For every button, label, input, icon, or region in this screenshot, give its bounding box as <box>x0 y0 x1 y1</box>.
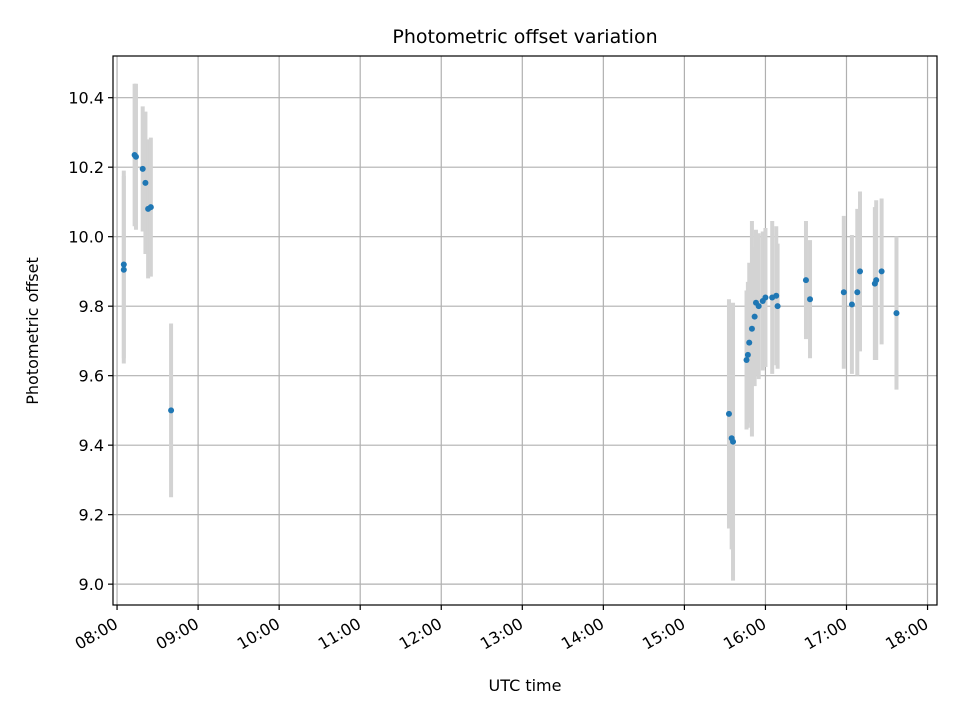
y-tick-label: 9.4 <box>79 436 104 455</box>
data-point <box>893 310 900 317</box>
data-point <box>857 268 864 275</box>
y-tick-label: 9.8 <box>79 297 104 316</box>
y-tick-label: 9.2 <box>79 506 104 525</box>
chart-title: Photometric offset variation <box>392 26 657 48</box>
data-point <box>139 165 146 172</box>
y-axis-ticks: 9.0 9.2 9.4 9.6 9.8 10.0 10.2 10.4 <box>68 89 113 594</box>
data-point <box>854 289 861 296</box>
y-tick-label: 10.2 <box>68 158 104 177</box>
data-point <box>751 313 758 320</box>
x-axis-label: UTC time <box>489 676 562 695</box>
plot-frame <box>112 55 938 606</box>
data-point <box>773 292 780 299</box>
data-point <box>730 438 737 445</box>
y-tick-label: 10.0 <box>68 228 104 247</box>
data-point <box>762 294 769 301</box>
data-point <box>755 303 762 310</box>
grid <box>113 56 937 605</box>
data-point <box>132 153 139 160</box>
data-point <box>142 179 149 186</box>
data-point <box>878 268 885 275</box>
data-point <box>748 325 755 332</box>
y-tick-label: 9.0 <box>79 575 104 594</box>
data-point <box>744 351 751 358</box>
data-point <box>873 277 880 284</box>
y-axis-label: Photometric offset <box>23 257 42 405</box>
data-point <box>840 289 847 296</box>
y-tick-label: 9.6 <box>79 367 104 386</box>
data-point <box>120 261 127 268</box>
data-point <box>774 303 781 310</box>
data-point <box>848 301 855 308</box>
data-point <box>168 407 175 414</box>
data-point <box>802 277 809 284</box>
data-point <box>120 266 127 273</box>
data-point <box>746 339 753 346</box>
data-points <box>120 152 900 445</box>
y-tick-label: 10.4 <box>68 89 104 108</box>
data-point <box>725 410 732 417</box>
data-point <box>147 204 154 211</box>
data-point <box>807 296 814 303</box>
data-point <box>743 357 750 364</box>
